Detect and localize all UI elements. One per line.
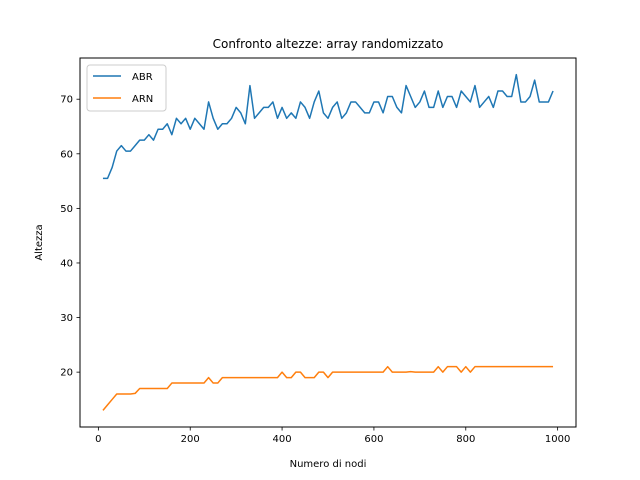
y-tick-label: 50 — [60, 204, 73, 215]
legend-label-abr: ABR — [132, 72, 153, 83]
legend: ABR ARN — [86, 64, 167, 112]
y-tick-label: 40 — [60, 258, 73, 269]
x-tick-label: 400 — [273, 434, 292, 445]
y-axis-ticks: 20 30 40 50 60 70 — [60, 95, 80, 379]
y-tick-label: 30 — [60, 313, 73, 324]
x-tick-label: 1000 — [545, 434, 570, 445]
plot-frame — [79, 57, 577, 428]
x-tick-label: 600 — [364, 434, 383, 445]
x-tick-label: 800 — [456, 434, 475, 445]
chart-title: Confronto altezze: array randomizzato — [213, 37, 444, 51]
x-tick-label: 200 — [181, 434, 200, 445]
y-tick-label: 70 — [60, 95, 73, 106]
plot-series — [102, 73, 554, 411]
series-line-abr — [102, 73, 554, 180]
y-axis-label: Altezza — [34, 224, 45, 260]
y-tick-label: 20 — [60, 368, 73, 379]
legend-box — [86, 64, 167, 112]
x-axis-label: Numero di nodi — [290, 459, 367, 470]
x-axis-ticks: 0 200 400 600 800 1000 — [95, 427, 570, 445]
series-line-arn — [102, 365, 554, 411]
legend-label-arn: ARN — [132, 94, 153, 105]
x-tick-label: 0 — [95, 434, 101, 445]
y-tick-label: 60 — [60, 149, 73, 160]
